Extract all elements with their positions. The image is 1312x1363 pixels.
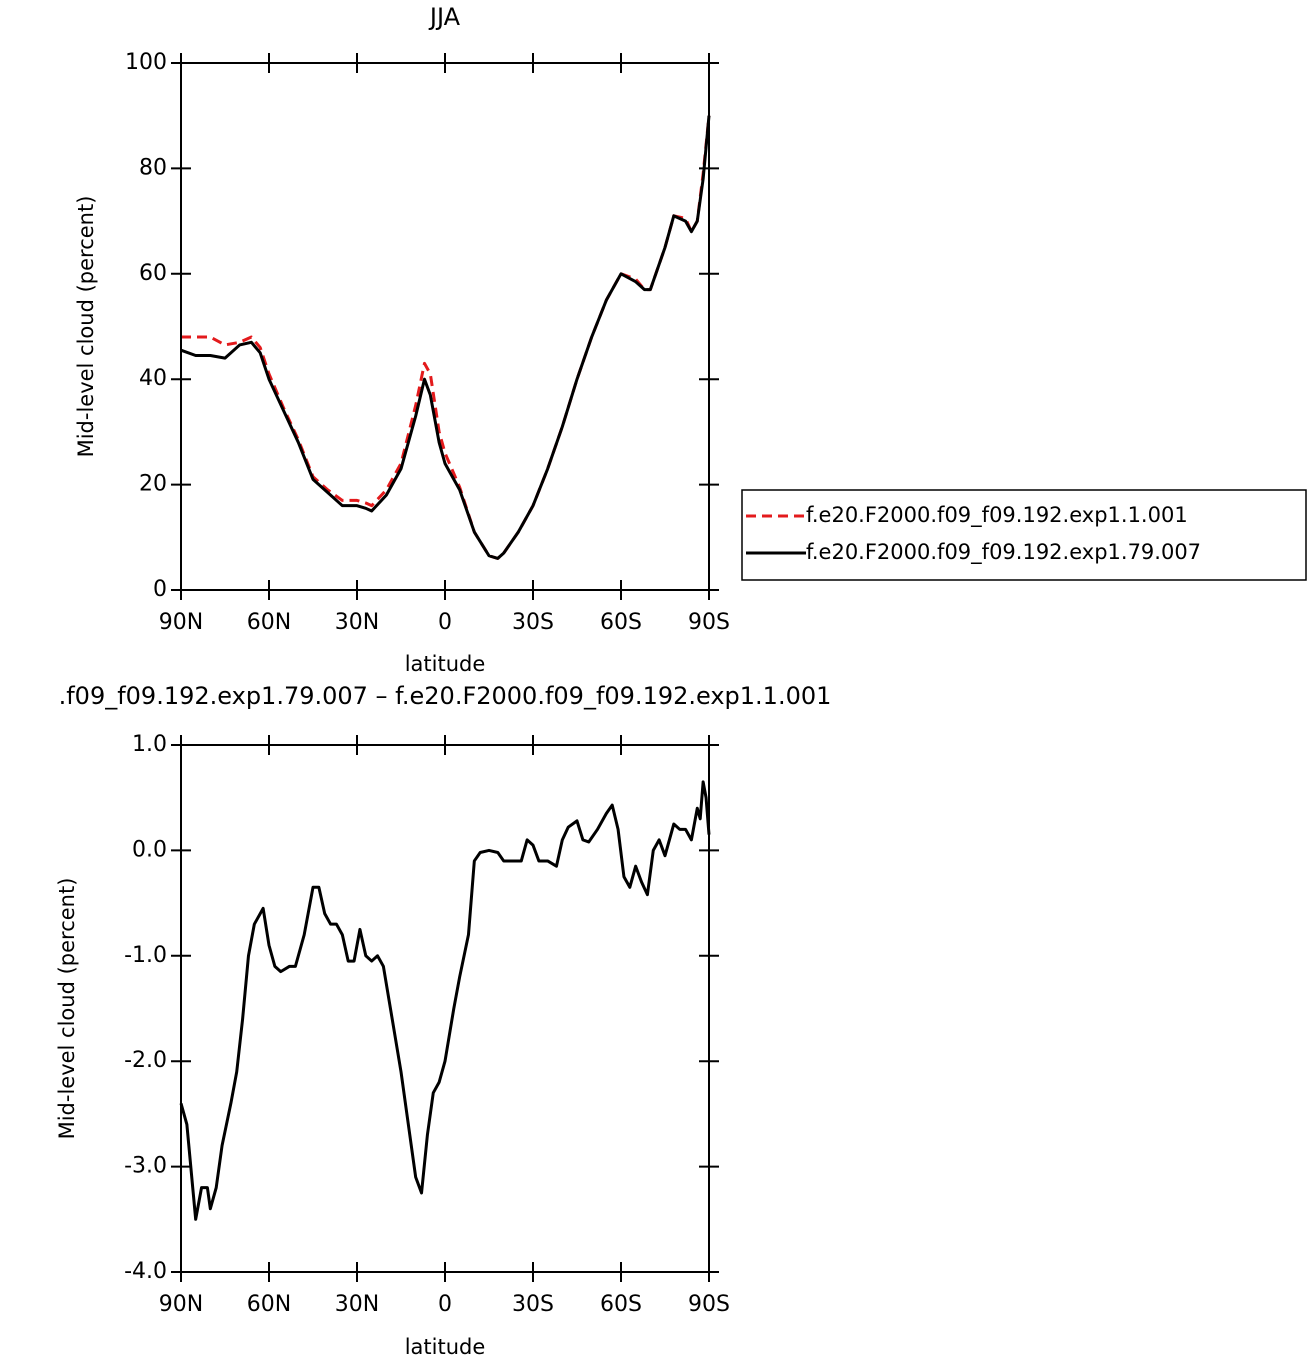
x-tick-label: 90N [159, 610, 203, 635]
x-tick-label: 60S [600, 1292, 642, 1317]
y-tick-label: -3.0 [124, 1154, 167, 1179]
x-tick-label: 30S [512, 610, 554, 635]
x-tick-label: 0 [438, 1292, 452, 1317]
y-axis-label: Mid-level cloud (percent) [74, 196, 98, 458]
y-tick-label: 40 [139, 366, 167, 391]
chart-title: JJA [428, 3, 461, 31]
x-axis-label: latitude [405, 652, 486, 676]
y-tick-label: 60 [139, 261, 167, 286]
y-tick-label: 80 [139, 155, 167, 180]
y-tick-label: 0.0 [132, 837, 167, 862]
x-tick-label: 60N [247, 610, 291, 635]
plot-frame [180, 744, 710, 1273]
data-line [181, 115, 711, 560]
y-tick-label: 0 [153, 577, 167, 602]
y-tick-label: 100 [125, 50, 167, 75]
x-tick-label: 60N [247, 1292, 291, 1317]
legend-label: f.e20.F2000.f09_f09.192.exp1.79.007 [806, 540, 1201, 565]
plot-frame [180, 62, 710, 591]
x-tick-label: 30N [335, 1292, 379, 1317]
legend-box [741, 489, 1307, 581]
chart-title: .f09_f09.192.exp1.79.007 – f.e20.F2000.f… [59, 682, 832, 710]
y-tick-label: 20 [139, 472, 167, 497]
y-axis-label: Mid-level cloud (percent) [55, 878, 79, 1140]
x-axis-label: latitude [405, 1335, 486, 1359]
x-tick-label: 30S [512, 1292, 554, 1317]
y-tick-label: -4.0 [124, 1259, 167, 1284]
y-tick-label: -1.0 [124, 943, 167, 968]
x-tick-label: 0 [438, 610, 452, 635]
x-tick-label: 90S [688, 1292, 730, 1317]
x-tick-label: 60S [600, 610, 642, 635]
x-tick-label: 90S [688, 610, 730, 635]
x-tick-label: 90N [159, 1292, 203, 1317]
y-tick-label: 1.0 [132, 732, 167, 757]
legend-label: f.e20.F2000.f09_f09.192.exp1.1.001 [806, 503, 1188, 528]
data-line [179, 780, 711, 1221]
data-line [180, 115, 711, 560]
x-tick-label: 30N [335, 610, 379, 635]
y-tick-label: -2.0 [124, 1048, 167, 1073]
